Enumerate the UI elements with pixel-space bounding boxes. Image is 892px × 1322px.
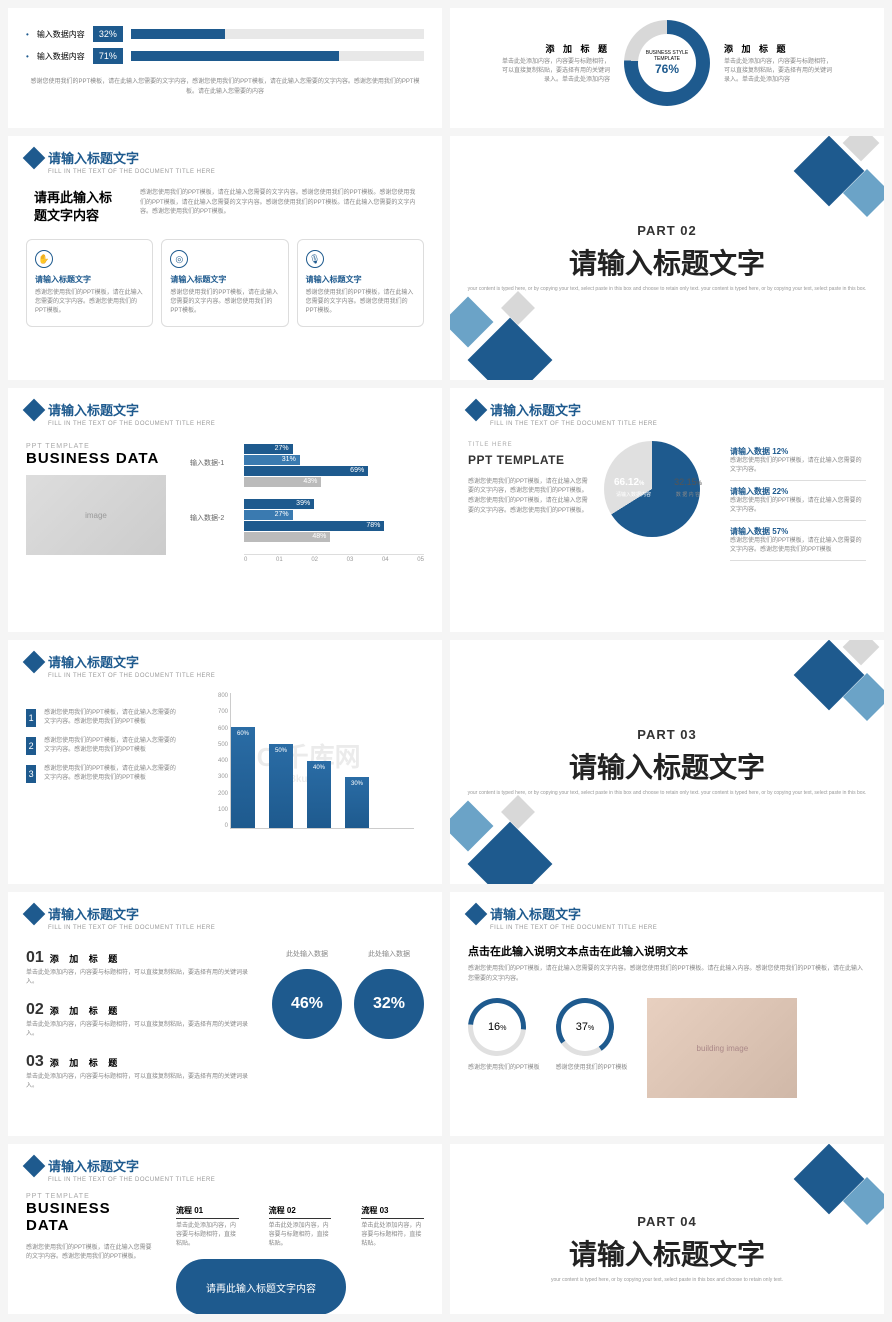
card-icon: ✋ [35, 250, 53, 268]
headline: 点击在此输入说明文本点击在此输入说明文本 [468, 943, 866, 959]
intro-desc: 感谢您使用我们的PPT模板，请在此输入您需要的文字内容。感谢您使用我们的PPT模… [140, 189, 416, 225]
stat-item: 请输入数据 22%感谢您使用我们的PPT模板，请在此输入您需要的文字内容。 [730, 481, 866, 521]
bubble: 32% [354, 969, 424, 1039]
flow-step: 流程 02单击此处添加内容，内容要与标题相符，直接粘贴。 [269, 1205, 332, 1249]
info-card: ✋请输入标题文字感谢您使用我们的PPT模板，请在此输入您需要的文字内容。感谢您使… [26, 239, 153, 327]
card-icon: 🎙 [306, 250, 324, 268]
info-card: ◎请输入标题文字感谢您使用我们的PPT模板，请在此输入您需要的文字内容。感谢您使… [161, 239, 288, 327]
slide-hbars: 请输入标题文字 FILL IN THE TEXT OF THE DOCUMENT… [8, 388, 442, 632]
pct: 32% [93, 26, 123, 42]
card-icon: ◎ [170, 250, 188, 268]
image-placeholder: building image [647, 998, 797, 1098]
image-placeholder: image [26, 475, 166, 555]
slide-part3: PART 03 请输入标题文字 your content is typed he… [450, 640, 884, 884]
slide-pie-stats: 请输入标题文字 FILL IN THE TEXT OF THE DOCUMENT… [450, 388, 884, 632]
stat-item: 请输入数据 12%感谢您使用我们的PPT模板，请在此输入您需要的文字内容。 [730, 441, 866, 481]
stat-item: 请输入数据 57%感谢您使用我们的PPT模板，请在此输入您需要的文字内容。感谢您… [730, 521, 866, 561]
intro-title: 请再此输入标题文字内容 [34, 189, 124, 225]
vbar: 50% [269, 744, 293, 828]
col-title: 添 加 标 题 [500, 42, 610, 55]
footer-text: 感谢您使用我们的PPT模板，请在此输入您需要的文字内容，感谢您使用我们的PPT模… [26, 78, 424, 97]
flow-step: 流程 01单击此处添加内容，内容要与标题相符，直接粘贴。 [176, 1205, 239, 1249]
vbar: 30% [345, 777, 369, 828]
col-title: 添 加 标 题 [724, 42, 834, 55]
col-desc: 单击此处添加内容，内容要与标题相符，可以直接复制粘贴，要选择有用的关键词录入。单… [724, 58, 834, 85]
list-item: 01添 加 标 题单击此处添加内容，内容要与标题相符，可以直接复制粘贴，要选择有… [26, 949, 252, 987]
slide-vbars: 请输入标题文字 FILL IN THE TEXT OF THE DOCUMENT… [8, 640, 442, 884]
part-desc: your content is typed here, or by copyin… [450, 286, 884, 293]
slide-cards: 请输入标题文字 FILL IN THE TEXT OF THE DOCUMENT… [8, 136, 442, 380]
num-item: 2感谢您使用我们的PPT模板，请在此输入您需要的文字内容。感谢您使用我们的PPT… [26, 737, 176, 755]
list-item: 03添 加 标 题单击此处添加内容，内容要与标题相符，可以直接复制粘贴，要选择有… [26, 1053, 252, 1091]
slide-part2: PART 02 请输入标题文字 your content is typed he… [450, 136, 884, 380]
part-title: 请输入标题文字 [450, 242, 884, 282]
bar-label: 输入数据内容 [37, 51, 85, 62]
vbar: 60% [231, 727, 255, 828]
num-item: 1感谢您使用我们的PPT模板，请在此输入您需要的文字内容。感谢您使用我们的PPT… [26, 709, 176, 727]
list-item: 02添 加 标 题单击此处添加内容，内容要与标题相符，可以直接复制粘贴，要选择有… [26, 1001, 252, 1039]
part-num: PART 02 [450, 223, 884, 238]
pct: 71% [93, 48, 123, 64]
slide-rings: 请输入标题文字 FILL IN THE TEXT OF THE DOCUMENT… [450, 892, 884, 1136]
slide-flow: 请输入标题文字 FILL IN THE TEXT OF THE DOCUMENT… [8, 1144, 442, 1314]
flow-step: 流程 03单击此处添加内容，内容要与标题相符，直接粘贴。 [361, 1205, 424, 1249]
bubble: 46% [272, 969, 342, 1039]
info-card: 🎙请输入标题文字感谢您使用我们的PPT模板，请在此输入您需要的文字内容。感谢您使… [297, 239, 424, 327]
col-desc: 单击此处添加内容，内容要与标题相符，可以直接复制粘贴，要选择有用的关键词录入。单… [500, 58, 610, 85]
slide-bars: •输入数据内容32% •输入数据内容71% 感谢您使用我们的PPT模板，请在此输… [8, 8, 442, 128]
vbar: 40% [307, 761, 331, 829]
slide-part4: PART 04 请输入标题文字 your content is typed he… [450, 1144, 884, 1314]
num-item: 3感谢您使用我们的PPT模板，请在此输入您需要的文字内容。感谢您使用我们的PPT… [26, 765, 176, 783]
bar-label: 输入数据内容 [37, 29, 85, 40]
oval-title: 请再此输入标题文字内容 [176, 1259, 346, 1314]
slide-bubbles: 请输入标题文字 FILL IN THE TEXT OF THE DOCUMENT… [8, 892, 442, 1136]
slide-donut: 添 加 标 题 单击此处添加内容，内容要与标题相符，可以直接复制粘贴，要选择有用… [450, 8, 884, 128]
